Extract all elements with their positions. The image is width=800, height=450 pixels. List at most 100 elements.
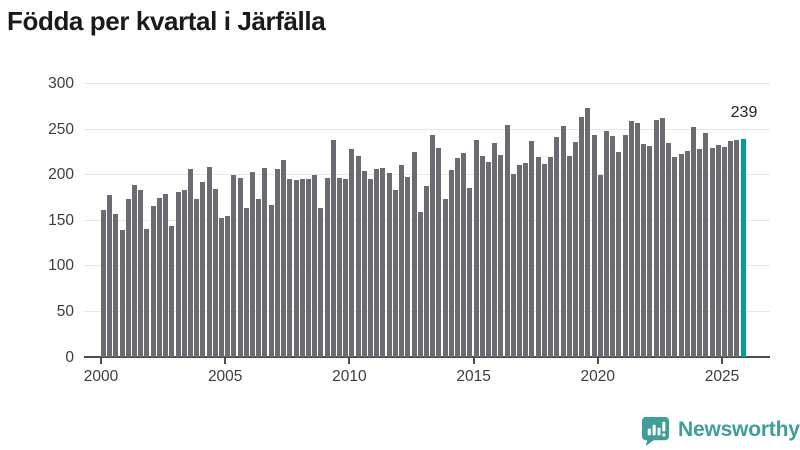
chart-bar-2019-q3 — [585, 108, 591, 357]
chart-bar-2011-q3 — [386, 172, 392, 357]
chart-bar-2005-q4 — [243, 207, 249, 357]
chart-bar-2022-q2 — [653, 120, 659, 357]
chart-bar-2016-q4 — [517, 164, 523, 357]
chart-bar-2008-q3 — [312, 174, 318, 357]
chart-bar-2012-q4 — [417, 212, 423, 357]
chart-bar-2006-q1 — [250, 172, 256, 357]
chart-bar-2003-q4 — [194, 199, 200, 357]
y-axis-label-300: 300 — [48, 75, 74, 93]
gridline-y-300 — [84, 83, 770, 85]
chart-bar-2015-q3 — [486, 162, 492, 357]
last-bar-value-label: 239 — [730, 104, 758, 121]
chart-bar-2017-q3 — [535, 156, 541, 357]
chart-bar-2018-q4 — [566, 155, 572, 357]
x-axis-tick-2020 — [596, 358, 599, 364]
chart-bar-2007-q2 — [281, 160, 287, 357]
chart-bar-2009-q1 — [324, 177, 330, 357]
chart-bar-2009-q2 — [330, 140, 336, 357]
chart-bar-highlighted-2025-q4 — [740, 139, 746, 357]
chart-bar-2000-q2 — [107, 194, 113, 357]
x-axis-label-2010: 2010 — [332, 368, 367, 385]
chart-bar-2014-q2 — [454, 158, 460, 357]
chart-bar-2006-q2 — [256, 199, 262, 357]
y-axis-label-100: 100 — [48, 257, 74, 275]
x-axis-label-2020: 2020 — [580, 368, 616, 385]
chart-bar-2016-q2 — [504, 124, 510, 357]
chart-bar-2000-q1 — [101, 210, 106, 357]
chart-bar-2024-q2 — [703, 132, 709, 357]
newsworthy-logo: Newsworthy — [640, 414, 800, 446]
chart-bar-2019-q2 — [579, 117, 585, 357]
chart-bar-2021-q3 — [635, 122, 641, 357]
chart-bar-2011-q4 — [392, 190, 398, 357]
x-axis-label-2000: 2000 — [83, 368, 119, 385]
chart-bar-2010-q2 — [355, 155, 361, 357]
chart-bar-2020-q1 — [597, 174, 603, 357]
chart-bar-2020-q2 — [604, 131, 609, 357]
chart-bar-2022-q4 — [666, 142, 672, 357]
x-axis-tick-2015 — [472, 358, 475, 364]
chart-bar-2001-q1 — [125, 199, 131, 357]
x-axis-tick-2010 — [348, 358, 351, 364]
chart-bar-2003-q1 — [175, 192, 181, 357]
chart-bar-2008-q2 — [305, 179, 311, 357]
chart-bar-2021-q1 — [622, 134, 628, 357]
chart-bar-2013-q4 — [442, 199, 448, 357]
x-axis-label-2025: 2025 — [704, 368, 740, 385]
chart-bar-2009-q3 — [336, 177, 342, 357]
chart-bar-2022-q1 — [647, 145, 653, 357]
chart-bar-2006-q4 — [268, 204, 274, 357]
chart-bar-2025-q3 — [734, 140, 740, 357]
chart-bar-2012-q2 — [405, 176, 411, 357]
chart-bar-2010-q4 — [368, 179, 374, 357]
chart-bar-2002-q1 — [150, 205, 156, 357]
x-axis-tick-2005 — [224, 358, 227, 364]
chart-bar-2014-q4 — [467, 187, 473, 357]
x-axis-tick-2000 — [100, 358, 102, 364]
chart-bar-2023-q1 — [672, 156, 678, 357]
chart-bar-2010-q3 — [361, 171, 367, 357]
chart-bar-2001-q2 — [132, 184, 138, 357]
chart-bar-2005-q1 — [225, 215, 231, 357]
chart-bar-2019-q4 — [591, 134, 597, 357]
chart-bar-2014-q3 — [461, 152, 467, 357]
chart-bar-2011-q1 — [374, 169, 380, 357]
chart-bar-2008-q4 — [318, 207, 324, 357]
chart-bar-2022-q3 — [659, 118, 665, 357]
chart-bar-2025-q1 — [722, 146, 727, 357]
chart-bar-2024-q3 — [709, 148, 715, 357]
chart-bar-2011-q2 — [380, 168, 386, 357]
chart-bar-2004-q1 — [200, 182, 206, 357]
chart-bar-2003-q3 — [187, 169, 193, 357]
chart-bar-2015-q2 — [479, 155, 485, 357]
y-axis-label-200: 200 — [48, 166, 74, 184]
x-axis-label-2015: 2015 — [456, 368, 491, 385]
y-axis-label-150: 150 — [48, 211, 74, 229]
chart-bar-2000-q3 — [113, 213, 119, 357]
gridline-y-250 — [84, 128, 770, 130]
chart-bar-2005-q3 — [237, 178, 243, 357]
chart-bar-2024-q1 — [697, 149, 703, 357]
chart-bar-2008-q1 — [299, 179, 305, 357]
y-axis-label-50: 50 — [56, 302, 74, 320]
y-axis-label-0: 0 — [65, 348, 74, 366]
newsworthy-logo-text: Newsworthy — [678, 418, 800, 441]
chart-bar-2020-q4 — [616, 152, 622, 357]
chart-bar-2009-q4 — [343, 179, 349, 357]
chart-bar-2004-q2 — [206, 166, 212, 357]
chart-title: Födda per kvartal i Järfälla — [7, 6, 326, 36]
chart-bar-2018-q1 — [548, 156, 554, 357]
chart-bar-2024-q4 — [715, 144, 721, 357]
chart-bar-2007-q4 — [293, 180, 299, 357]
chart-bar-2014-q1 — [448, 170, 454, 357]
chart-bar-2001-q4 — [144, 229, 150, 357]
chart-bar-2010-q1 — [349, 149, 355, 357]
chart-bar-2018-q3 — [560, 125, 566, 357]
chart-bar-2023-q2 — [678, 153, 684, 357]
chart-bar-2015-q1 — [473, 140, 479, 357]
chart-bar-2012-q1 — [399, 164, 405, 357]
chart-bar-2004-q4 — [218, 217, 224, 357]
chart-bar-2025-q2 — [728, 141, 734, 357]
